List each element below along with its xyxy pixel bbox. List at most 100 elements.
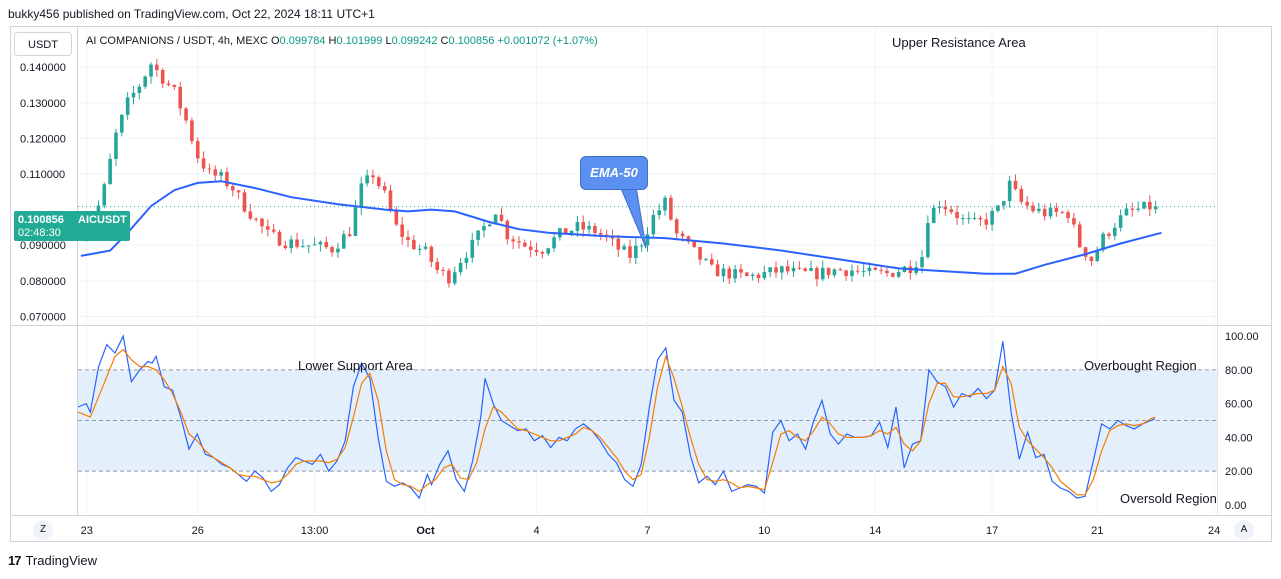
- candle-down: [616, 238, 621, 250]
- candle-up: [353, 207, 358, 237]
- candle-down: [844, 270, 848, 277]
- legend-low-label: L: [385, 35, 392, 47]
- candle-down: [943, 206, 948, 210]
- candle-up: [149, 64, 153, 77]
- currency-button[interactable]: USDT: [14, 32, 72, 56]
- candle-down: [371, 175, 375, 178]
- candle-up: [867, 267, 872, 272]
- candle-down: [949, 209, 954, 212]
- legend-symbol: AI COMPANIONS / USDT, 4h, MEXC: [86, 35, 268, 47]
- stoch-tick-label: 60.00: [1225, 399, 1253, 411]
- ema-50-line: [80, 180, 1162, 275]
- ema-callout-pointer: [619, 185, 647, 249]
- candle-up: [937, 206, 942, 208]
- candle-down: [441, 269, 445, 271]
- candle-up: [365, 175, 369, 184]
- candle-down: [283, 245, 288, 249]
- candle-down: [744, 272, 749, 277]
- candle-up: [552, 237, 556, 249]
- price-tick-label: 0.080000: [20, 276, 66, 288]
- candle-down: [435, 261, 440, 270]
- candle-up: [131, 92, 136, 98]
- candle-up: [575, 222, 580, 231]
- candle-down: [628, 246, 632, 258]
- time-tick-label: 13:00: [301, 525, 329, 537]
- candle-up: [639, 245, 644, 247]
- candle-down: [523, 242, 527, 247]
- time-tick-label: 26: [192, 525, 204, 537]
- candle-up: [931, 207, 936, 224]
- legend-open: 0.099784: [279, 35, 326, 47]
- candle-down: [195, 141, 200, 159]
- candle-down: [698, 246, 702, 260]
- candle-up: [972, 217, 977, 219]
- candle-up: [961, 218, 965, 220]
- candle-down: [1054, 207, 1059, 212]
- candle-up: [657, 210, 661, 216]
- candle-up: [645, 234, 650, 246]
- candle-down: [213, 169, 218, 176]
- candle-down: [266, 226, 270, 230]
- time-tick-label: 10: [758, 525, 770, 537]
- auto-scale-button[interactable]: A: [1234, 520, 1254, 540]
- candle-up: [464, 257, 469, 263]
- candle-down: [1060, 211, 1065, 213]
- candle-up: [861, 271, 866, 273]
- candle-down: [429, 246, 434, 262]
- candle-down: [1072, 218, 1076, 225]
- candle-down: [686, 236, 691, 242]
- candle-down: [330, 247, 334, 253]
- candle-down: [756, 274, 761, 279]
- candle-up: [341, 234, 346, 249]
- candle-up: [1142, 201, 1146, 209]
- candle-down: [517, 241, 521, 243]
- candle-down: [412, 239, 416, 250]
- candle-up: [996, 205, 1000, 211]
- legend-change: +0.001072 (+1.07%): [497, 35, 598, 47]
- candle-down: [593, 225, 597, 233]
- oversold-annotation: Oversold Region: [1120, 491, 1217, 506]
- candle-down: [499, 214, 504, 221]
- candle-up: [721, 268, 726, 277]
- candle-up: [423, 246, 428, 249]
- candle-down: [260, 218, 264, 227]
- price-tick-label: 0.070000: [20, 311, 66, 323]
- candle-down: [1077, 224, 1082, 248]
- candle-up: [1002, 201, 1006, 206]
- candle-up: [125, 97, 130, 115]
- candle-up: [569, 230, 574, 235]
- candle-down: [815, 267, 819, 280]
- candle-up: [622, 246, 626, 250]
- candle-up: [1136, 208, 1140, 210]
- candle-up: [1037, 208, 1041, 212]
- candle-up: [359, 183, 364, 208]
- candle-up: [896, 272, 901, 277]
- legend-low: 0.099242: [391, 35, 438, 47]
- zoom-reset-button[interactable]: Z: [33, 520, 53, 540]
- last-price-value: 0.100856: [18, 214, 64, 226]
- time-tick-label: 14: [869, 525, 881, 537]
- candle-down: [271, 229, 276, 232]
- candle-up: [452, 272, 457, 284]
- candle-down: [774, 267, 778, 273]
- candle-up: [493, 214, 498, 225]
- candle-up: [1048, 207, 1053, 217]
- price-tick-label: 0.140000: [20, 62, 66, 74]
- candle-up: [306, 245, 311, 247]
- candle-down: [581, 222, 586, 230]
- candle-down: [873, 267, 878, 270]
- candle-down: [528, 246, 533, 250]
- candle-down: [955, 211, 959, 219]
- stoch-tick-label: 80.00: [1225, 365, 1253, 377]
- legend-close-label: C: [440, 35, 449, 47]
- legend-high-label: H: [328, 35, 337, 47]
- candle-up: [137, 86, 142, 93]
- candle-up: [1095, 250, 1100, 262]
- candle-up: [850, 270, 854, 277]
- candle-down: [160, 70, 165, 84]
- candle-up: [704, 259, 708, 261]
- footer-brand: TradingView: [25, 553, 98, 568]
- candle-up: [417, 248, 422, 250]
- candle-up: [318, 241, 323, 245]
